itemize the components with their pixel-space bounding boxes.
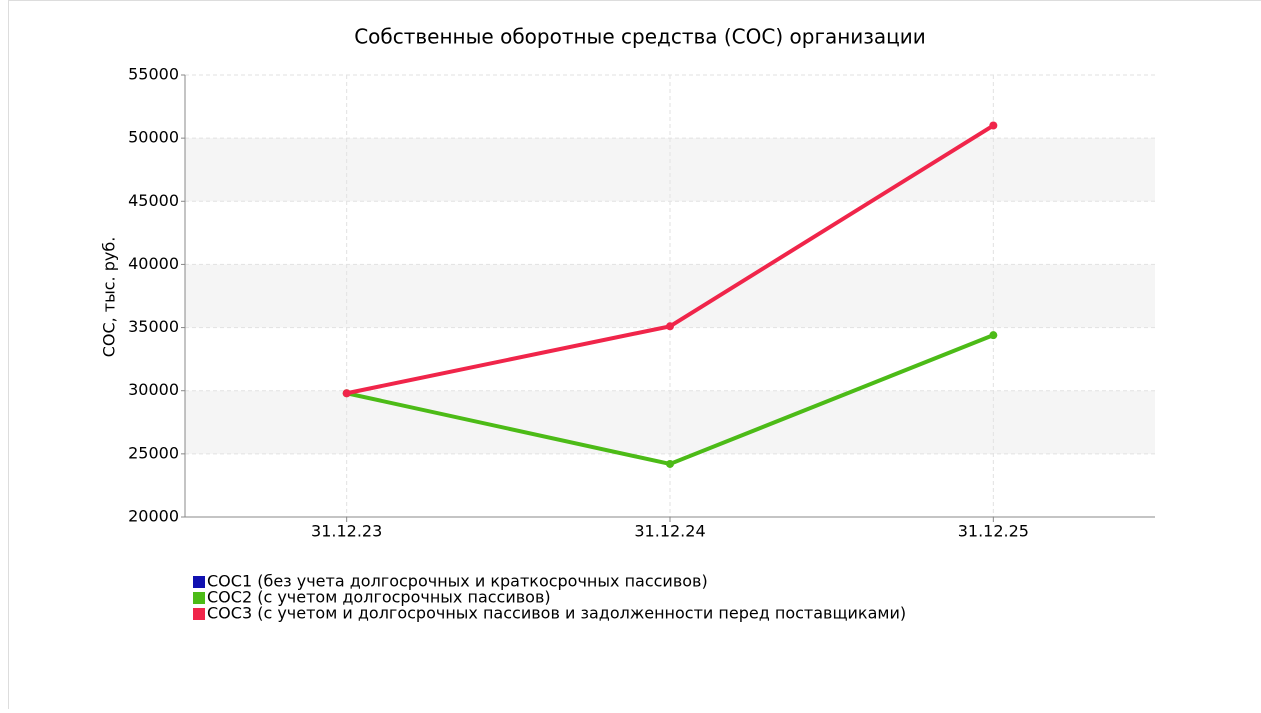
legend-label: СОС3 (с учетом и долгосрочных пассивов и… [207, 604, 906, 623]
y-tick-label: 45000 [128, 191, 179, 210]
data-point [989, 331, 997, 339]
y-tick-label: 55000 [128, 65, 179, 84]
y-tick-label: 30000 [128, 380, 179, 399]
x-tick-label: 31.12.24 [634, 522, 705, 541]
y-axis-label: СОС, тыс. руб. [100, 237, 119, 358]
legend-swatch [193, 592, 205, 604]
x-tick-label: 31.12.25 [958, 522, 1029, 541]
y-tick-label: 20000 [128, 507, 179, 526]
legend-swatch [193, 608, 205, 620]
data-point [989, 122, 997, 130]
data-point [666, 460, 674, 468]
y-tick-label: 35000 [128, 317, 179, 336]
y-tick-label: 25000 [128, 443, 179, 462]
y-tick-label: 50000 [128, 128, 179, 147]
y-tick-label: 40000 [128, 254, 179, 273]
data-point [666, 322, 674, 330]
data-point [343, 389, 351, 397]
chart-title: Собственные оборотные средства (СОС) орг… [354, 25, 926, 49]
x-tick-label: 31.12.23 [311, 522, 382, 541]
legend-swatch [193, 576, 205, 588]
